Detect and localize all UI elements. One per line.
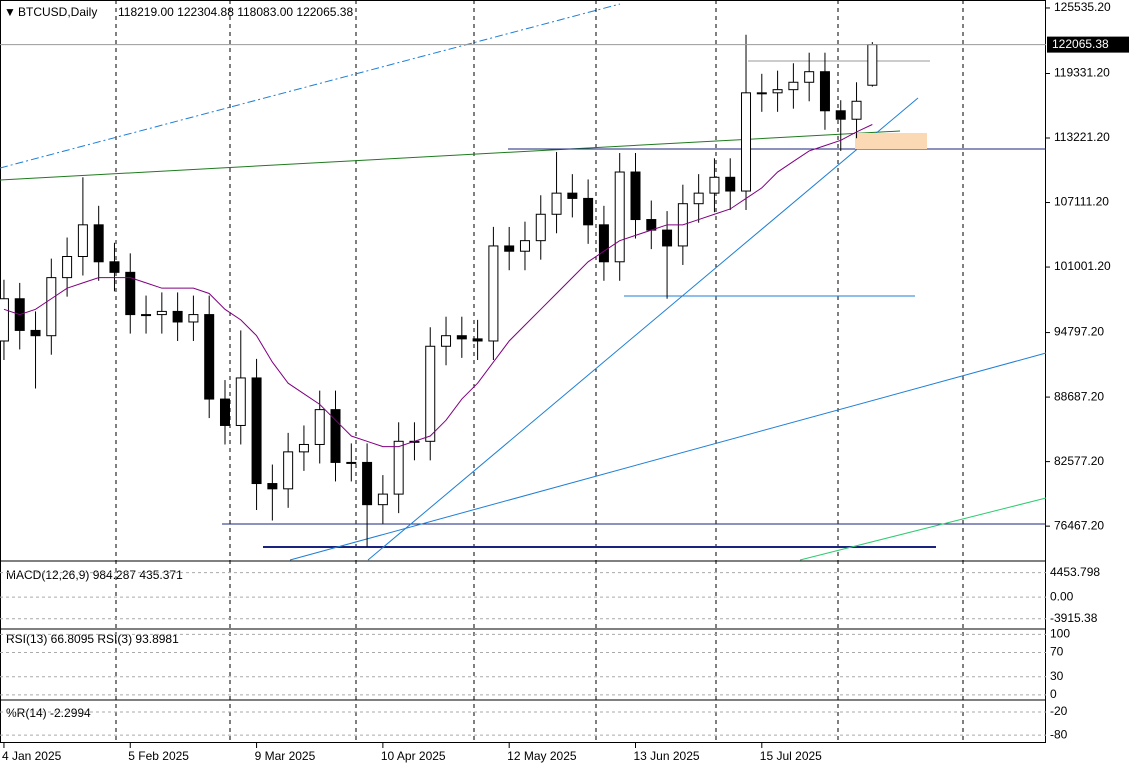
y-tick-label: 119331.20 — [1054, 66, 1110, 80]
price-tag-label: 122065.38 — [1052, 37, 1109, 51]
candle-body — [188, 314, 199, 323]
candle-body — [788, 81, 799, 91]
wpr-label: %R(14) -2.2994 — [6, 706, 91, 720]
candle-body — [125, 271, 136, 316]
candle-body — [535, 213, 546, 242]
y-tick-label: 94797.20 — [1054, 325, 1104, 339]
symbol-marker: ▼ — [4, 5, 16, 19]
candle-body — [425, 345, 436, 442]
x-tick-label: 12 May 2025 — [507, 749, 577, 763]
candle-body — [441, 335, 452, 347]
y-tick-label: 113221.20 — [1054, 130, 1110, 144]
candle-body — [267, 483, 278, 490]
candle-body — [646, 219, 657, 231]
candle-body — [362, 461, 373, 506]
candle-body — [583, 197, 594, 226]
candle-body — [156, 310, 167, 316]
candle-body — [235, 377, 246, 426]
candle-body — [567, 192, 578, 199]
macd-label: MACD(12,26,9) 984.287 435.371 — [6, 568, 183, 582]
candle-body — [756, 92, 767, 95]
ohlc: 118219.00 122304.88 118083.00 122065.38 — [118, 5, 353, 19]
x-tick-label: 13 Jun 2025 — [633, 749, 699, 763]
indicator-tick-label: 100 — [1050, 627, 1070, 641]
candle-body — [867, 44, 878, 86]
x-tick-label: 9 Mar 2025 — [255, 749, 316, 763]
x-tick-label: 10 Apr 2025 — [381, 749, 446, 763]
indicator-tick-label: 30 — [1050, 669, 1064, 683]
indicator-tick-label: -20 — [1050, 704, 1068, 718]
indicator-tick-label: -80 — [1050, 727, 1068, 741]
candle-body — [77, 224, 88, 258]
candle-body — [741, 92, 752, 192]
candle-body — [219, 398, 230, 426]
candle-body — [109, 261, 120, 273]
candle-body — [472, 338, 483, 342]
candle-body — [598, 224, 609, 263]
candle-body — [204, 314, 215, 400]
candle-body — [393, 440, 404, 495]
y-tick-label: 107111.20 — [1054, 195, 1109, 209]
drawings — [0, 3, 1047, 561]
candle-body — [725, 176, 736, 192]
indicator-tick-label: -3915.38 — [1050, 611, 1098, 625]
indicator-tick-label: 70 — [1050, 645, 1064, 659]
candle-body — [0, 298, 9, 342]
y-tick-label: 101001.20 — [1054, 259, 1111, 273]
candle-body — [62, 256, 73, 279]
candle-body — [141, 314, 152, 317]
x-tick-label: 15 Jul 2025 — [760, 749, 822, 763]
candle-body — [251, 377, 262, 485]
rsi-label: RSI(13) 66.8095 RSI(3) 93.8981 — [6, 632, 179, 646]
candle-body — [46, 277, 57, 337]
candle-body — [662, 229, 673, 247]
candle-body — [314, 409, 325, 445]
indicator-tick-label: 0 — [1050, 687, 1057, 701]
y-tick-label: 76467.20 — [1054, 518, 1104, 532]
candle-body — [835, 110, 846, 120]
y-tick-label: 82577.20 — [1054, 454, 1104, 468]
candle-body — [519, 240, 530, 252]
indicator-tick-label: 4453.798 — [1050, 565, 1100, 579]
candle-body — [346, 461, 357, 464]
price-tag — [1047, 36, 1129, 53]
symbol: BTCUSD,Daily — [18, 5, 97, 19]
candle-body — [709, 176, 720, 194]
candle-body — [456, 335, 467, 340]
candle-body — [488, 245, 499, 342]
candle-body — [772, 89, 783, 94]
candle-body — [330, 409, 341, 463]
x-tick-label: 5 Feb 2025 — [128, 749, 189, 763]
candle-body — [504, 245, 515, 252]
candle-body — [819, 71, 830, 112]
x-tick-label: 4 Jan 2025 — [2, 749, 62, 763]
indicator-tick-label: 0.00 — [1050, 589, 1074, 603]
candle-body — [377, 493, 388, 506]
candle-body — [693, 192, 704, 205]
candle-body — [614, 171, 625, 263]
candle-body — [551, 192, 562, 215]
candle-body — [283, 451, 294, 490]
candle-body — [93, 224, 104, 263]
y-tick-label: 125535.20 — [1054, 0, 1111, 14]
candle-body — [851, 100, 862, 120]
candle-body — [804, 71, 815, 83]
candle-body — [30, 329, 41, 337]
y-tick-label: 88687.20 — [1054, 389, 1104, 403]
candle-body — [630, 171, 641, 221]
candle-body — [298, 443, 309, 453]
candle-body — [172, 310, 183, 323]
moving-average — [3, 124, 873, 448]
